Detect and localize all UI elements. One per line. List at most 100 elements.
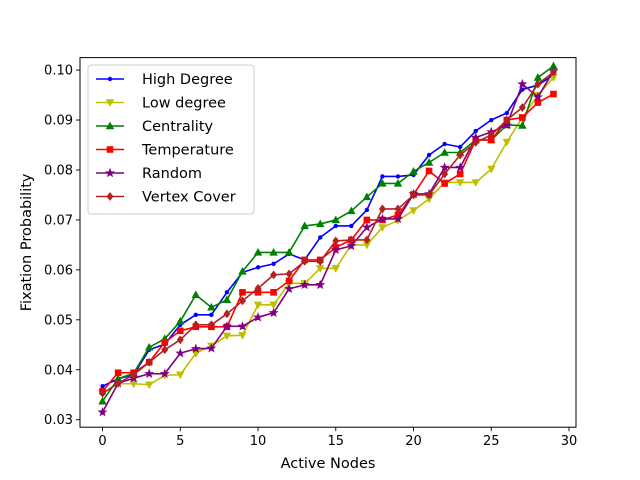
data-point <box>300 221 309 230</box>
data-point <box>347 206 356 215</box>
legend-marker <box>107 76 113 82</box>
data-point <box>472 138 480 147</box>
data-point <box>176 335 184 345</box>
legend-item: Centrality <box>96 119 214 135</box>
data-point <box>129 380 138 389</box>
data-point <box>440 148 449 156</box>
data-point <box>517 78 528 89</box>
x-tick-label: 20 <box>405 434 422 449</box>
plot-area-frame <box>79 57 577 428</box>
data-point <box>176 371 185 380</box>
data-point <box>394 204 402 214</box>
data-point <box>238 332 247 340</box>
data-point <box>364 207 370 213</box>
data-point <box>550 90 557 98</box>
data-point <box>426 152 432 158</box>
data-point <box>222 332 232 341</box>
legend-label: High Degree <box>142 72 233 88</box>
legend-item: Low degree <box>96 96 226 112</box>
data-point <box>346 240 357 251</box>
legend-label: Low degree <box>142 96 226 112</box>
y-tick-label: 0.09 <box>44 114 73 129</box>
legend-item: Temperature <box>96 143 234 159</box>
series-layer <box>97 61 559 417</box>
data-point <box>393 179 403 187</box>
data-point <box>362 192 372 201</box>
data-point <box>378 224 387 232</box>
legend-marker <box>105 99 115 107</box>
data-point <box>456 150 464 160</box>
data-point <box>270 289 277 296</box>
data-point <box>222 295 232 304</box>
x-axis: 0 5 10 15 20 25 30 <box>98 427 577 449</box>
legend-item: High Degree <box>96 72 233 88</box>
data-point <box>501 119 512 130</box>
data-point <box>176 316 185 325</box>
data-point <box>255 265 261 270</box>
data-point <box>238 296 247 306</box>
legend-label: Temperature <box>141 143 234 159</box>
data-point <box>269 301 278 310</box>
data-point <box>238 266 247 275</box>
legend-label: Vertex Cover <box>142 190 236 206</box>
data-point <box>534 99 542 106</box>
x-tick-label: 0 <box>98 434 106 449</box>
data-point <box>239 289 246 296</box>
legend-marker <box>105 121 115 130</box>
legend-marker <box>105 167 115 178</box>
data-point <box>471 179 480 187</box>
data-point <box>175 348 186 358</box>
data-point <box>439 162 450 172</box>
data-point <box>207 320 215 330</box>
y-tick-label: 0.05 <box>44 313 73 328</box>
data-point <box>209 312 214 318</box>
data-point <box>114 369 122 377</box>
data-point <box>100 384 105 389</box>
data-point <box>316 256 324 266</box>
data-point <box>144 342 154 351</box>
data-point <box>378 204 386 214</box>
data-point <box>271 261 276 267</box>
data-point <box>269 247 278 256</box>
data-point <box>330 244 341 255</box>
data-point <box>504 110 510 116</box>
data-point <box>363 235 371 245</box>
x-axis-label: Active Nodes <box>281 456 376 472</box>
data-point <box>456 170 464 178</box>
data-point <box>159 368 170 378</box>
y-tick-label: 0.10 <box>44 64 73 79</box>
data-point <box>377 213 388 224</box>
data-point <box>455 162 466 172</box>
data-point <box>442 141 447 147</box>
series-line <box>102 71 554 394</box>
data-point <box>441 169 449 179</box>
data-point <box>361 222 372 232</box>
x-tick-label: 5 <box>176 434 184 449</box>
y-axis: 0.03 0.04 0.05 0.06 0.07 0.08 0.09 0.10 <box>44 64 80 428</box>
data-point <box>191 290 201 299</box>
data-point <box>441 180 448 187</box>
y-tick-label: 0.07 <box>44 213 73 228</box>
y-axis-label: Fixation Probability <box>19 173 35 311</box>
data-point <box>455 179 465 187</box>
data-point <box>176 327 184 335</box>
data-point <box>284 247 294 256</box>
data-point <box>253 312 264 322</box>
data-point <box>270 270 278 280</box>
data-point <box>395 174 401 179</box>
y-tick-label: 0.06 <box>44 263 73 278</box>
data-point <box>161 338 169 346</box>
series-vertex-cover <box>99 67 557 398</box>
x-tick-label: 30 <box>561 434 578 449</box>
x-tick-label: 10 <box>250 434 267 449</box>
x-tick-label: 15 <box>328 434 345 449</box>
data-point <box>532 91 543 102</box>
data-point <box>518 121 527 129</box>
data-point <box>503 115 511 125</box>
data-point <box>489 117 494 123</box>
data-point <box>130 370 138 380</box>
data-point <box>224 290 230 295</box>
data-point <box>424 158 434 166</box>
data-point <box>425 190 433 200</box>
